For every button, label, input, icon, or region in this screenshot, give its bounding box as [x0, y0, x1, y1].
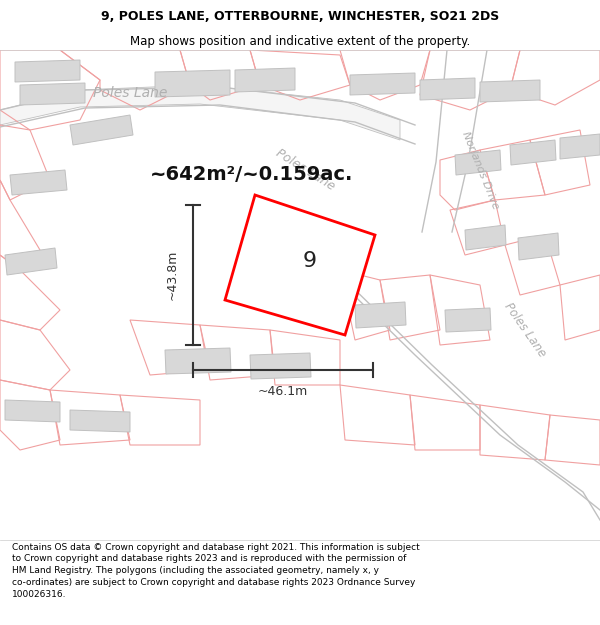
Polygon shape: [445, 308, 491, 332]
Polygon shape: [480, 80, 540, 102]
Polygon shape: [10, 170, 67, 195]
Polygon shape: [20, 83, 85, 105]
Text: Poles Lane: Poles Lane: [273, 147, 337, 193]
Polygon shape: [235, 68, 295, 92]
Polygon shape: [510, 140, 556, 165]
Text: 9, POLES LANE, OTTERBOURNE, WINCHESTER, SO21 2DS: 9, POLES LANE, OTTERBOURNE, WINCHESTER, …: [101, 10, 499, 23]
Text: Poles Lane: Poles Lane: [502, 301, 548, 359]
Text: Contains OS data © Crown copyright and database right 2021. This information is : Contains OS data © Crown copyright and d…: [12, 542, 420, 599]
Polygon shape: [5, 248, 57, 275]
Polygon shape: [15, 60, 80, 82]
Text: ~46.1m: ~46.1m: [258, 385, 308, 398]
Polygon shape: [350, 73, 415, 95]
Polygon shape: [355, 302, 406, 328]
Polygon shape: [155, 70, 230, 97]
Polygon shape: [70, 410, 130, 432]
Text: Norlands Drive: Norlands Drive: [460, 129, 500, 211]
Polygon shape: [0, 85, 400, 140]
Polygon shape: [165, 348, 231, 374]
Polygon shape: [5, 400, 60, 422]
Text: 9: 9: [303, 251, 317, 271]
Text: ~43.8m: ~43.8m: [166, 250, 179, 300]
Polygon shape: [518, 233, 559, 260]
Text: Poles Lane: Poles Lane: [93, 86, 167, 100]
Polygon shape: [250, 353, 311, 379]
Polygon shape: [455, 150, 501, 175]
Polygon shape: [465, 225, 506, 250]
Text: ~642m²/~0.159ac.: ~642m²/~0.159ac.: [150, 166, 353, 184]
Polygon shape: [225, 195, 375, 335]
Polygon shape: [420, 78, 475, 100]
Polygon shape: [70, 115, 133, 145]
Polygon shape: [560, 134, 600, 159]
Text: Map shows position and indicative extent of the property.: Map shows position and indicative extent…: [130, 35, 470, 48]
